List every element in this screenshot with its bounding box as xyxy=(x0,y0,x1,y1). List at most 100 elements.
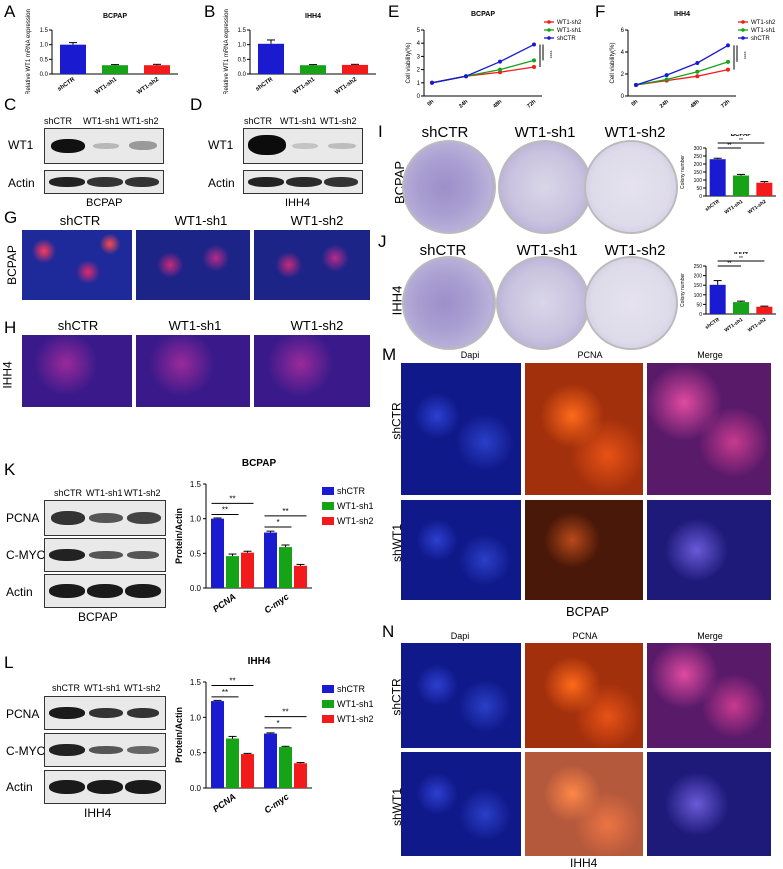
bar xyxy=(709,284,726,314)
data-point xyxy=(430,80,434,85)
legend-marker xyxy=(741,36,745,40)
col-label: WT1-sh2 xyxy=(604,124,666,141)
legend-label: WT1-sh1 xyxy=(557,28,582,34)
x-tick-label: WT1-sh1 xyxy=(724,199,745,216)
chart-e: BCPAP 0 1 2 3 4 5 Cell viability(%) 0h 24h 48h 72h W… xyxy=(406,11,582,110)
data-point xyxy=(726,43,730,48)
chart-title: BCPAP xyxy=(731,134,752,138)
blot-row-label: PCNA xyxy=(6,707,40,721)
x-tick-label: WT1-sh2 xyxy=(136,76,160,94)
chart-title: BCPAP xyxy=(242,458,277,469)
lane-label: WT1-sh2 xyxy=(122,116,159,126)
legend-marker xyxy=(741,28,745,32)
blot-strip xyxy=(44,128,164,164)
significance-label: ** xyxy=(727,143,731,149)
blot-strip xyxy=(243,170,363,194)
chart-title: IHH4 xyxy=(305,13,321,20)
panel-label-n: N xyxy=(382,622,395,641)
y-tick-label: 200 xyxy=(694,162,703,168)
panel-label-a: A xyxy=(4,2,16,21)
legend-swatch xyxy=(322,685,334,693)
row-label: BCPAP xyxy=(4,245,19,285)
y-axis-label: Colony number xyxy=(680,155,686,189)
col-label: Merge xyxy=(697,631,723,641)
legend-marker xyxy=(547,28,551,32)
data-point xyxy=(695,74,700,79)
blot-cell-label: BCPAP xyxy=(78,610,118,624)
blot-row-label: WT1 xyxy=(208,138,234,152)
y-tick-label: 4 xyxy=(417,41,421,47)
legend-marker xyxy=(547,36,551,40)
legend-label: shCTR xyxy=(751,36,770,42)
colony-dish xyxy=(584,140,678,234)
legend-label: WT1-sh2 xyxy=(337,714,374,724)
y-axis-label: Protein/Actin xyxy=(174,707,184,763)
data-point xyxy=(634,83,638,87)
data-point xyxy=(726,59,730,64)
significance-label: **** xyxy=(740,51,746,59)
significance-label: **** xyxy=(546,51,552,59)
col-label: PCNA xyxy=(577,350,603,360)
y-axis-label: Cell viability(%) xyxy=(406,42,412,83)
y-tick-label: 0 xyxy=(417,94,421,100)
y-tick-label: 0 xyxy=(699,194,702,200)
blot-row-label: C-MYC xyxy=(6,548,46,562)
legend-label: shCTR xyxy=(557,36,576,42)
legend-label: shCTR xyxy=(337,684,366,694)
col-label: PCNA xyxy=(572,631,598,641)
col-label: shCTR xyxy=(57,318,99,333)
bar xyxy=(294,763,307,788)
fluorescence-image xyxy=(254,230,370,300)
bar xyxy=(102,65,128,74)
fluorescence-image xyxy=(647,363,771,495)
data-point xyxy=(532,42,536,47)
fluorescence-image xyxy=(136,335,250,407)
chart-title: BCPAP xyxy=(471,11,495,18)
y-axis-label: Relative WT1 mRNA expression xyxy=(224,9,230,94)
panel-label-e: E xyxy=(388,2,400,21)
colony-dish xyxy=(402,256,496,350)
y-tick-label: 200 xyxy=(694,274,703,280)
bar xyxy=(756,182,773,196)
significance-label: ** xyxy=(727,261,731,267)
y-axis-label: Colony number xyxy=(680,273,686,307)
y-tick-label: 150 xyxy=(694,283,703,289)
y-tick-label: 0.0 xyxy=(40,72,49,78)
significance-label: ** xyxy=(282,507,288,516)
fluorescence-image xyxy=(136,230,250,300)
blot-strip xyxy=(243,128,363,164)
x-tick-label: 72h xyxy=(720,99,732,110)
colony-dish xyxy=(402,140,496,234)
blot-strip xyxy=(44,170,164,194)
y-tick-label: 0.5 xyxy=(190,749,202,758)
legend-swatch xyxy=(322,517,334,525)
x-tick-label: 24h xyxy=(659,99,671,110)
legend-swatch xyxy=(322,502,334,510)
y-tick-label: 6 xyxy=(621,28,625,34)
y-tick-label: 2 xyxy=(417,68,421,74)
legend-label: WT1-sh2 xyxy=(751,20,776,26)
lane-label: WT1-sh2 xyxy=(124,488,161,498)
series-line xyxy=(431,43,535,84)
significance-label: ** xyxy=(222,688,228,697)
data-point xyxy=(498,67,502,72)
significance-label: ** xyxy=(282,708,288,717)
y-tick-label: 250 xyxy=(694,264,703,270)
y-tick-label: 300 xyxy=(694,146,703,152)
fluorescence-image xyxy=(525,643,643,748)
significance-label: ** xyxy=(739,138,743,144)
blot-row-label: Actin xyxy=(6,780,33,794)
colony-dish xyxy=(496,256,590,350)
y-tick-label: 1.5 xyxy=(190,480,202,489)
x-tick-label: 0h xyxy=(631,99,640,108)
col-label: WT1-sh2 xyxy=(290,213,344,228)
panel-label-k: K xyxy=(4,460,16,479)
y-tick-label: 0.0 xyxy=(190,584,202,593)
x-tick-label: PCNA xyxy=(211,791,238,814)
panel-label-g: G xyxy=(4,208,18,227)
bar xyxy=(279,547,292,588)
chart-title: BCPAP xyxy=(103,13,127,20)
